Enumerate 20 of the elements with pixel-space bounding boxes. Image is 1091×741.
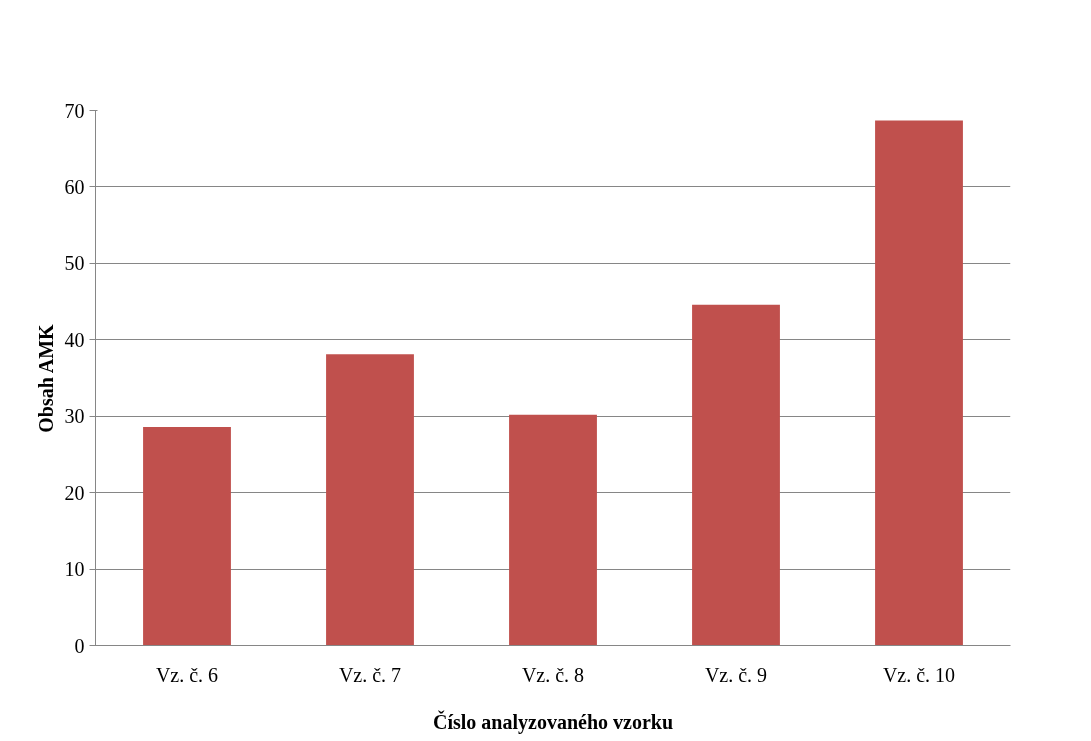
- y-tick-label: 30: [64, 405, 85, 428]
- x-tick-label: Vz. č. 8: [521, 663, 585, 686]
- y-tick-label: 50: [64, 252, 85, 275]
- bar: [509, 414, 597, 646]
- bar: [875, 120, 963, 646]
- y-axis-title: Obsah AMK: [34, 323, 57, 433]
- y-tick-label: 0: [74, 634, 85, 657]
- x-tick-label: Vz. č. 6: [155, 663, 219, 686]
- y-tick-label: 40: [64, 328, 85, 351]
- y-tick-label: 20: [64, 481, 85, 504]
- y-tick-label: 10: [64, 558, 85, 581]
- bar: [143, 426, 231, 646]
- x-tick-label: Vz. č. 9: [704, 663, 768, 686]
- x-tick-label: Vz. č. 7: [338, 663, 402, 686]
- bar: [326, 354, 414, 646]
- y-tick-label: 70: [64, 99, 85, 122]
- x-tick-label: Vz. č. 10: [882, 663, 956, 686]
- bar: [692, 304, 780, 646]
- x-axis-title: Číslo analyzovaného vzorku: [432, 709, 674, 734]
- y-tick-label: 60: [64, 175, 85, 198]
